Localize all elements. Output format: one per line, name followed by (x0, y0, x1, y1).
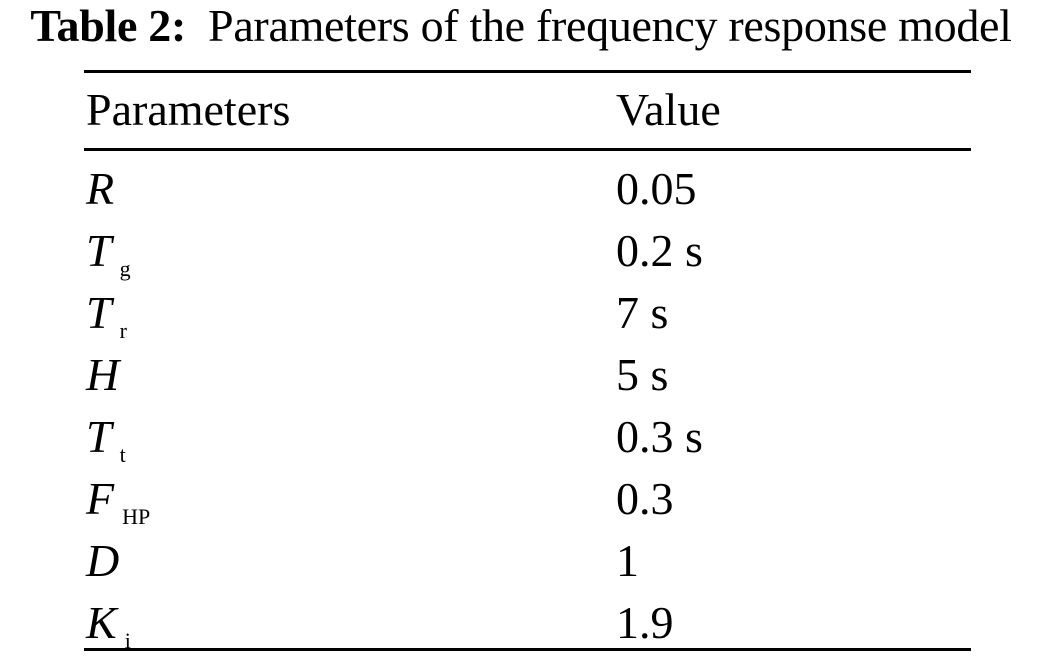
parameter-symbol-subscript: t (119, 442, 126, 467)
table-row: D 1 (0, 530, 1042, 592)
parameter-value: 0.3 (616, 473, 674, 524)
table-caption-text: Parameters of the frequency response mod… (208, 0, 1012, 51)
table-top-rule (84, 70, 971, 73)
parameter-symbol-main: F (86, 473, 115, 524)
parameter-value: 0.2 s (616, 225, 703, 276)
table-header-rule (84, 148, 971, 151)
parameter-symbol-main: R (86, 163, 115, 214)
parameter-symbol-subscript: g (119, 256, 131, 281)
table-caption: Table 2: Parameters of the frequency resp… (0, 0, 1042, 52)
parameter-symbol: H (86, 344, 127, 406)
parameter-symbol-main: D (86, 535, 120, 586)
parameter-value: 0.05 (616, 163, 697, 214)
parameter-symbol-main: T (86, 411, 112, 462)
parameter-symbol-subscript: r (119, 318, 127, 343)
parameter-symbol: D (86, 530, 127, 592)
table-bottom-rule (84, 648, 971, 651)
parameter-value: 1 (616, 535, 639, 586)
parameter-symbol: R (86, 158, 122, 220)
parameter-symbol-main: T (86, 225, 112, 276)
column-header-value: Value (616, 84, 721, 135)
parameter-symbol: F HP (86, 468, 150, 530)
table-row: H 5 s (0, 344, 1042, 406)
parameter-symbol-main: H (86, 349, 120, 400)
parameter-value: 7 s (616, 287, 669, 338)
parameter-value: 0.3 s (616, 411, 703, 462)
table-row: F HP 0.3 (0, 468, 1042, 530)
table-row: R 0.05 (0, 158, 1042, 220)
parameter-symbol-main: T (86, 287, 112, 338)
parameter-value: 5 s (616, 349, 669, 400)
column-header-parameters: Parameters (86, 84, 291, 135)
parameter-symbol-main: K (86, 597, 117, 648)
parameter-symbol-subscript: i (124, 628, 131, 653)
parameter-symbol-subscript: HP (122, 504, 151, 529)
parameter-value: 1.9 (616, 597, 674, 648)
table-caption-label: Table 2: (30, 0, 187, 51)
